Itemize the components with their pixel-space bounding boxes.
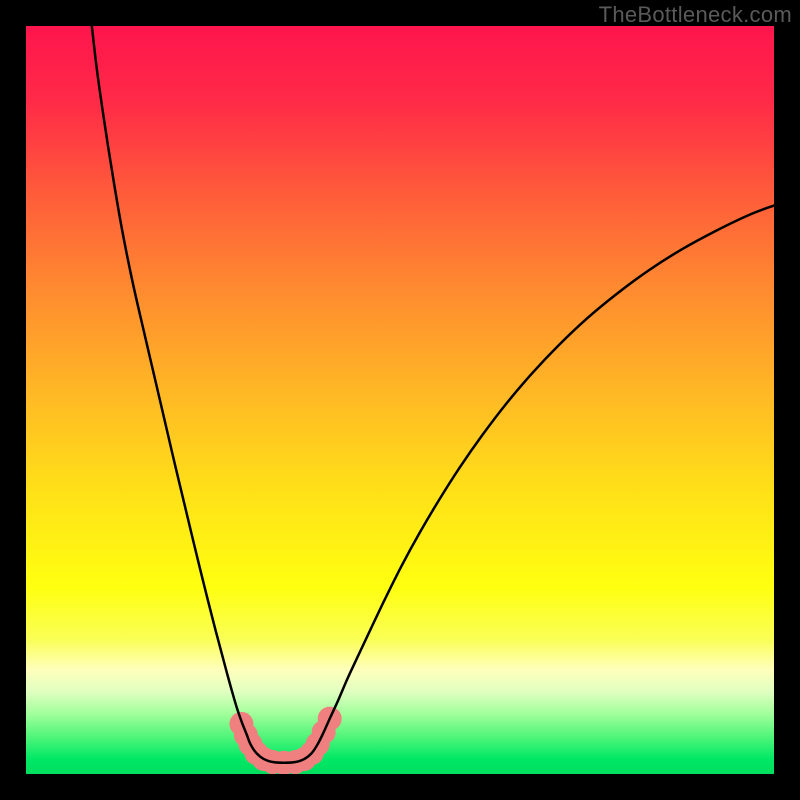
chart-frame: TheBottleneck.com [0,0,800,800]
bottleneck-chart [0,0,800,800]
watermark-label: TheBottleneck.com [599,2,792,28]
